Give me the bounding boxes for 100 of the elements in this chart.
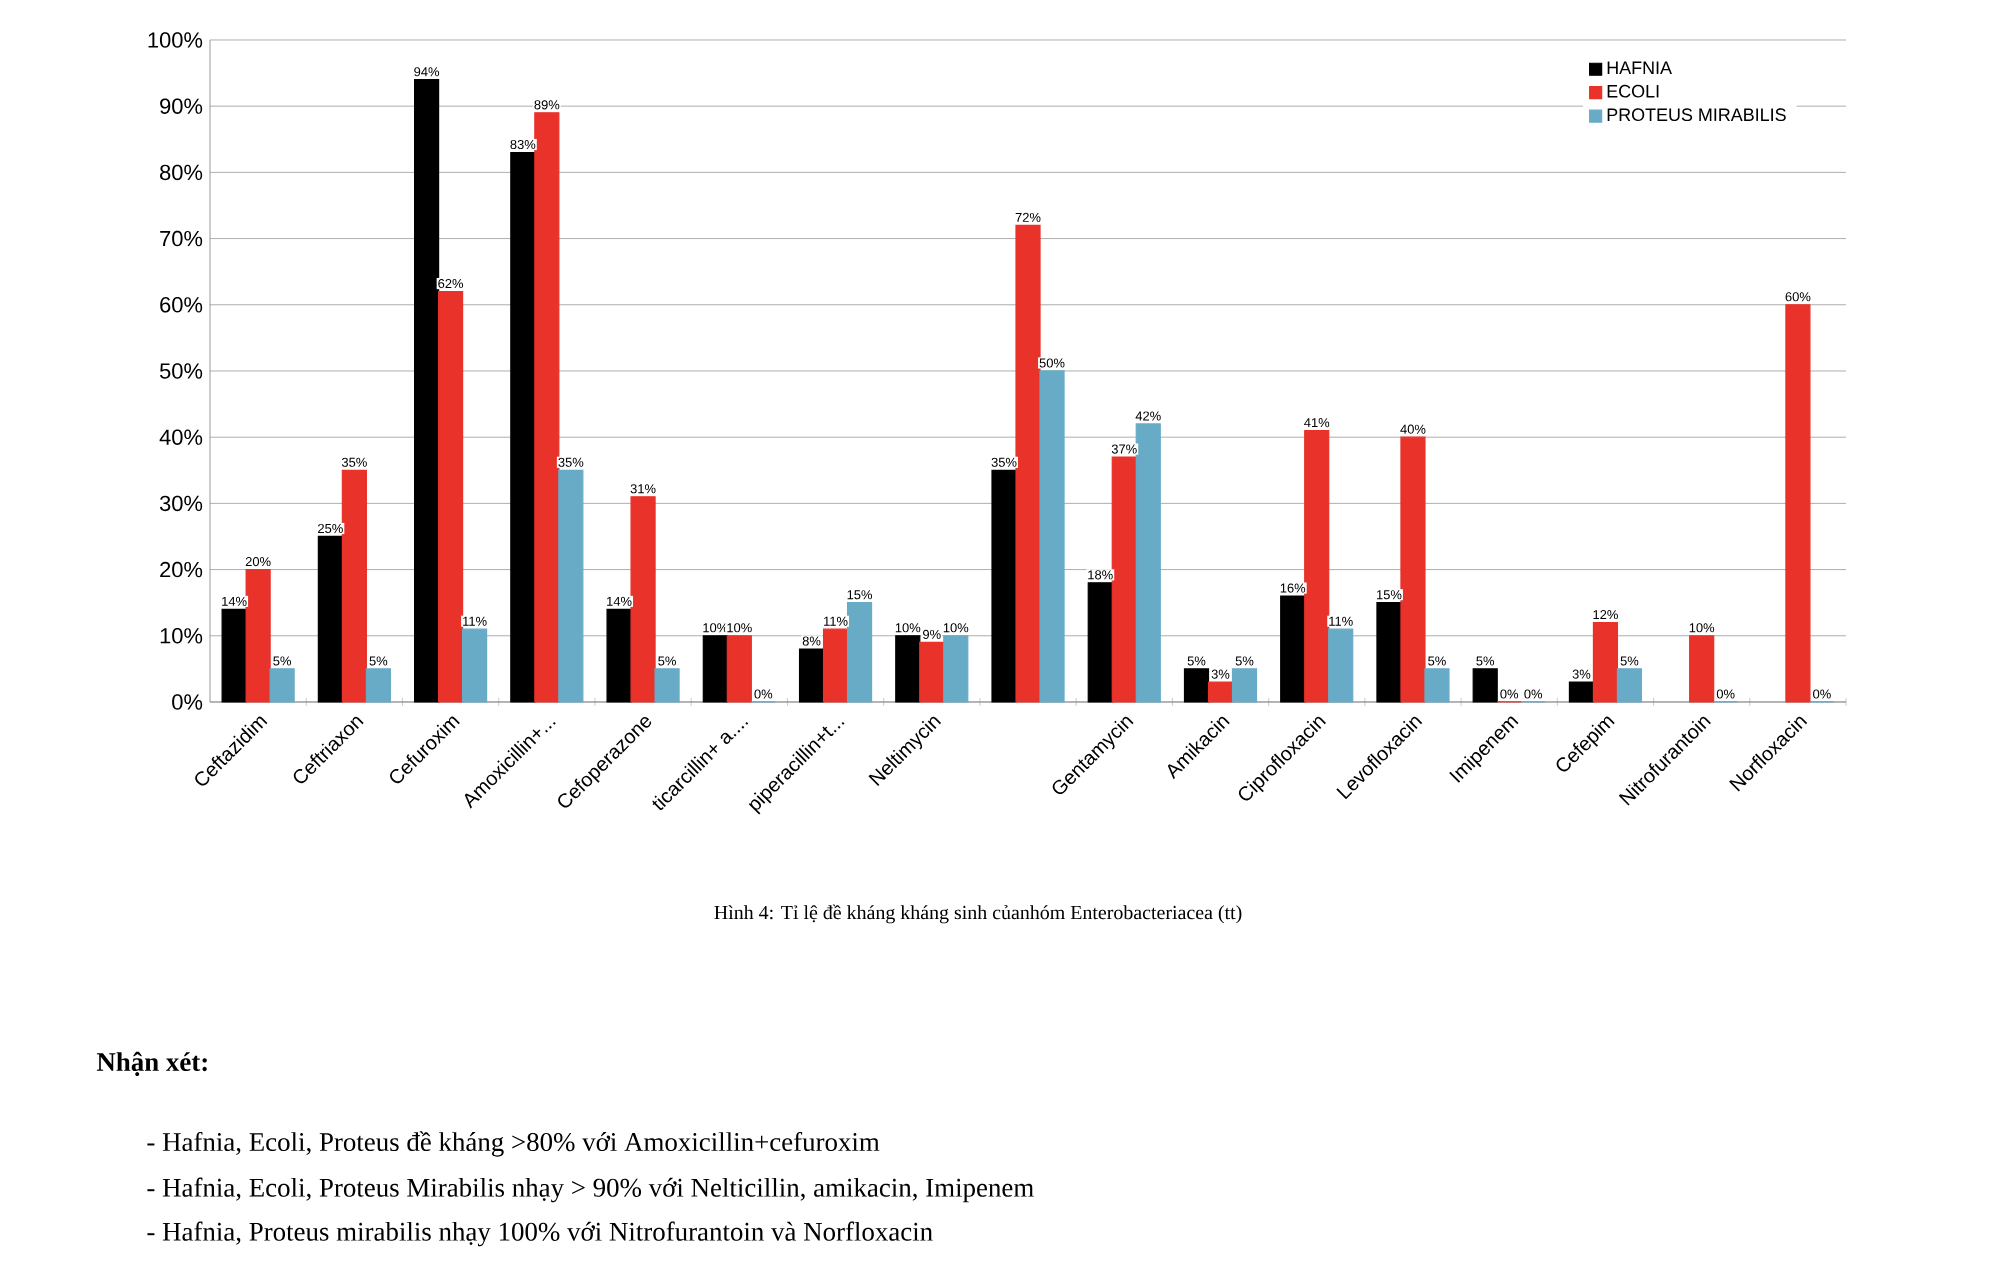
bar [1400,436,1426,703]
y-tick-label: 70% [160,230,203,247]
legend-label: HAFNIA [1607,61,1672,74]
data-label: 60% [1785,292,1811,302]
data-label: 15% [1377,590,1402,600]
bar [245,568,271,703]
text: - Hafnia, Proteus mirabilis nhạy 100% với Nitrofurantoin và Norfloxacin [147,1221,933,1247]
data-label: 35% [558,457,584,467]
data-label: 5% [1620,656,1639,666]
data-label: 94% [414,67,440,77]
data-label: 0% [1716,689,1735,699]
data-label: 5% [369,656,388,666]
bar [510,151,536,703]
data-label: 0% [754,689,773,699]
text: - Hafnia, Ecoli, Proteus Mirabilis nhạy > 90% với Nelticillin, amikacin, Imipenem [147,1177,1034,1203]
bar [1376,602,1402,703]
bar [846,602,873,703]
data-label: 8% [802,636,821,646]
bar [798,648,825,703]
bar [702,635,728,703]
data-label: 18% [1088,570,1113,580]
data-label: 41% [1304,418,1330,428]
bar [414,79,440,703]
data-label: 16% [1280,583,1306,593]
bar [341,469,367,703]
bar [558,469,584,703]
bar [1135,423,1161,703]
data-label: 42% [1135,411,1161,421]
data-label: 83% [510,139,536,150]
bar [1328,628,1354,703]
bar [1087,582,1113,703]
data-label: 10% [943,623,969,633]
y-tick-label: 30% [159,495,203,512]
data-label: 10% [727,623,752,633]
bar [1039,370,1065,703]
bar [1183,668,1210,703]
data-label: 5% [1187,656,1206,666]
data-label: 5% [658,656,676,666]
data-label: 11% [824,616,848,626]
bar [726,635,752,703]
text: Nhận xét: [96,1051,207,1077]
data-label: 50% [1039,358,1065,368]
data-label: 5% [1476,656,1495,666]
legend-label: ECOLI [1607,84,1659,98]
y-tick-label: 0% [172,694,203,710]
bar [269,668,295,703]
bar [895,635,921,703]
data-label: 40% [1400,424,1426,434]
data-label: 35% [991,457,1017,467]
bar [438,290,464,703]
data-label: 10% [1689,623,1715,633]
bar [1785,304,1811,703]
data-label: 89% [534,100,560,110]
y-tick-label: 20% [160,561,203,578]
bar [1111,456,1137,703]
y-tick-label: 90% [160,98,203,114]
bar [1472,668,1498,703]
bar [1231,668,1258,703]
bar [1568,681,1595,703]
bar [365,668,391,703]
y-tick-label: 60% [160,297,203,313]
text: - Hafnia, Ecoli, Proteus đề kháng >80% với Amoxicillin+cefuroxim [147,1131,880,1157]
data-label: 15% [847,590,873,600]
data-label: 5% [1235,656,1254,666]
data-label: 11% [1329,616,1353,626]
bar [462,628,488,703]
bar [1424,668,1450,703]
y-tick-label: 10% [160,628,203,644]
bar [1616,668,1643,703]
bar [991,469,1017,703]
data-label: 3% [1572,669,1591,679]
data-label: 37% [1111,444,1137,454]
bar [1592,621,1619,703]
text: Hình 4: Tỉ lệ đề kháng kháng sinh củanhóm Enterobacteriacea (tt) [714,904,1242,924]
y-tick-label: 80% [160,164,203,181]
bar [606,608,632,703]
bar [1304,429,1330,703]
bar [1207,681,1234,703]
data-label: 5% [1428,656,1446,666]
data-label: 14% [607,596,632,606]
data-label: 10% [895,623,921,633]
bar [943,635,969,703]
data-label: 20% [245,557,271,567]
data-label: 14% [222,596,247,606]
data-label: 9% [923,629,941,639]
data-label: 25% [318,523,343,534]
bar [822,628,849,703]
data-label: 0% [1500,689,1519,699]
data-label: 62% [438,278,464,289]
y-tick-label: 100% [148,32,203,48]
bar [1015,224,1041,703]
bar [221,608,247,703]
data-label: 31% [630,484,656,494]
data-label: 5% [273,656,291,666]
data-label: 0% [1813,689,1831,699]
bar [534,112,560,703]
bar [919,641,945,703]
data-label: 35% [341,457,367,467]
legend-label: PROTEUS MIRABILIS [1607,108,1786,122]
data-label: 11% [463,616,487,626]
